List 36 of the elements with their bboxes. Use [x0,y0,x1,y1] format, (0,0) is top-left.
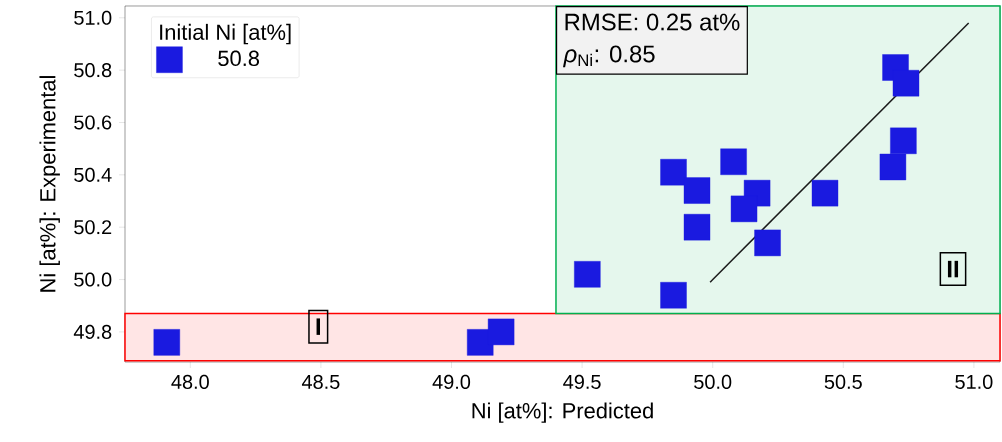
y-tick-label: 50.8 [74,63,112,78]
y-tick-label: 50.6 [74,115,112,130]
point [683,213,711,241]
point [892,70,920,97]
point [879,153,907,181]
x-tick-label: 51.0 [955,374,993,389]
x-tick-label: 49.0 [432,374,471,389]
point [811,179,839,207]
point [890,127,917,155]
x-tick-label: 48.5 [301,374,340,389]
point [720,148,747,175]
legend-label: 50.8 [218,50,260,67]
point [730,195,758,223]
y-axis-title: Ni [at%]: Experimental [39,76,60,292]
annotation: RMSE: 0.25 at% [565,13,740,31]
y-tick-label: 50.0 [74,272,112,287]
point [660,282,687,309]
y-tick-label: 50.4 [74,167,112,182]
annotation: I [316,318,321,335]
x-tick-label: 50.5 [824,374,862,389]
x-tick-label: 49.5 [563,374,601,389]
x-axis-title: Ni [at%]: Predicted [472,402,653,423]
x-tick-label: 50.0 [694,374,732,389]
point [487,318,515,346]
annotation: ρ$_{Ni}$: 0.85 [563,45,655,68]
x-tick-label: 48.0 [171,374,209,389]
annotation: II [947,260,959,278]
y-tick-label: 51.0 [74,10,112,25]
legend-title: Initial Ni [at%] [160,23,291,45]
point [660,159,687,186]
point [574,261,601,288]
y-tick-label: 49.8 [73,324,112,339]
point [754,229,781,257]
point [153,329,180,356]
point [683,177,711,204]
y-tick-label: 50.2 [74,220,112,235]
